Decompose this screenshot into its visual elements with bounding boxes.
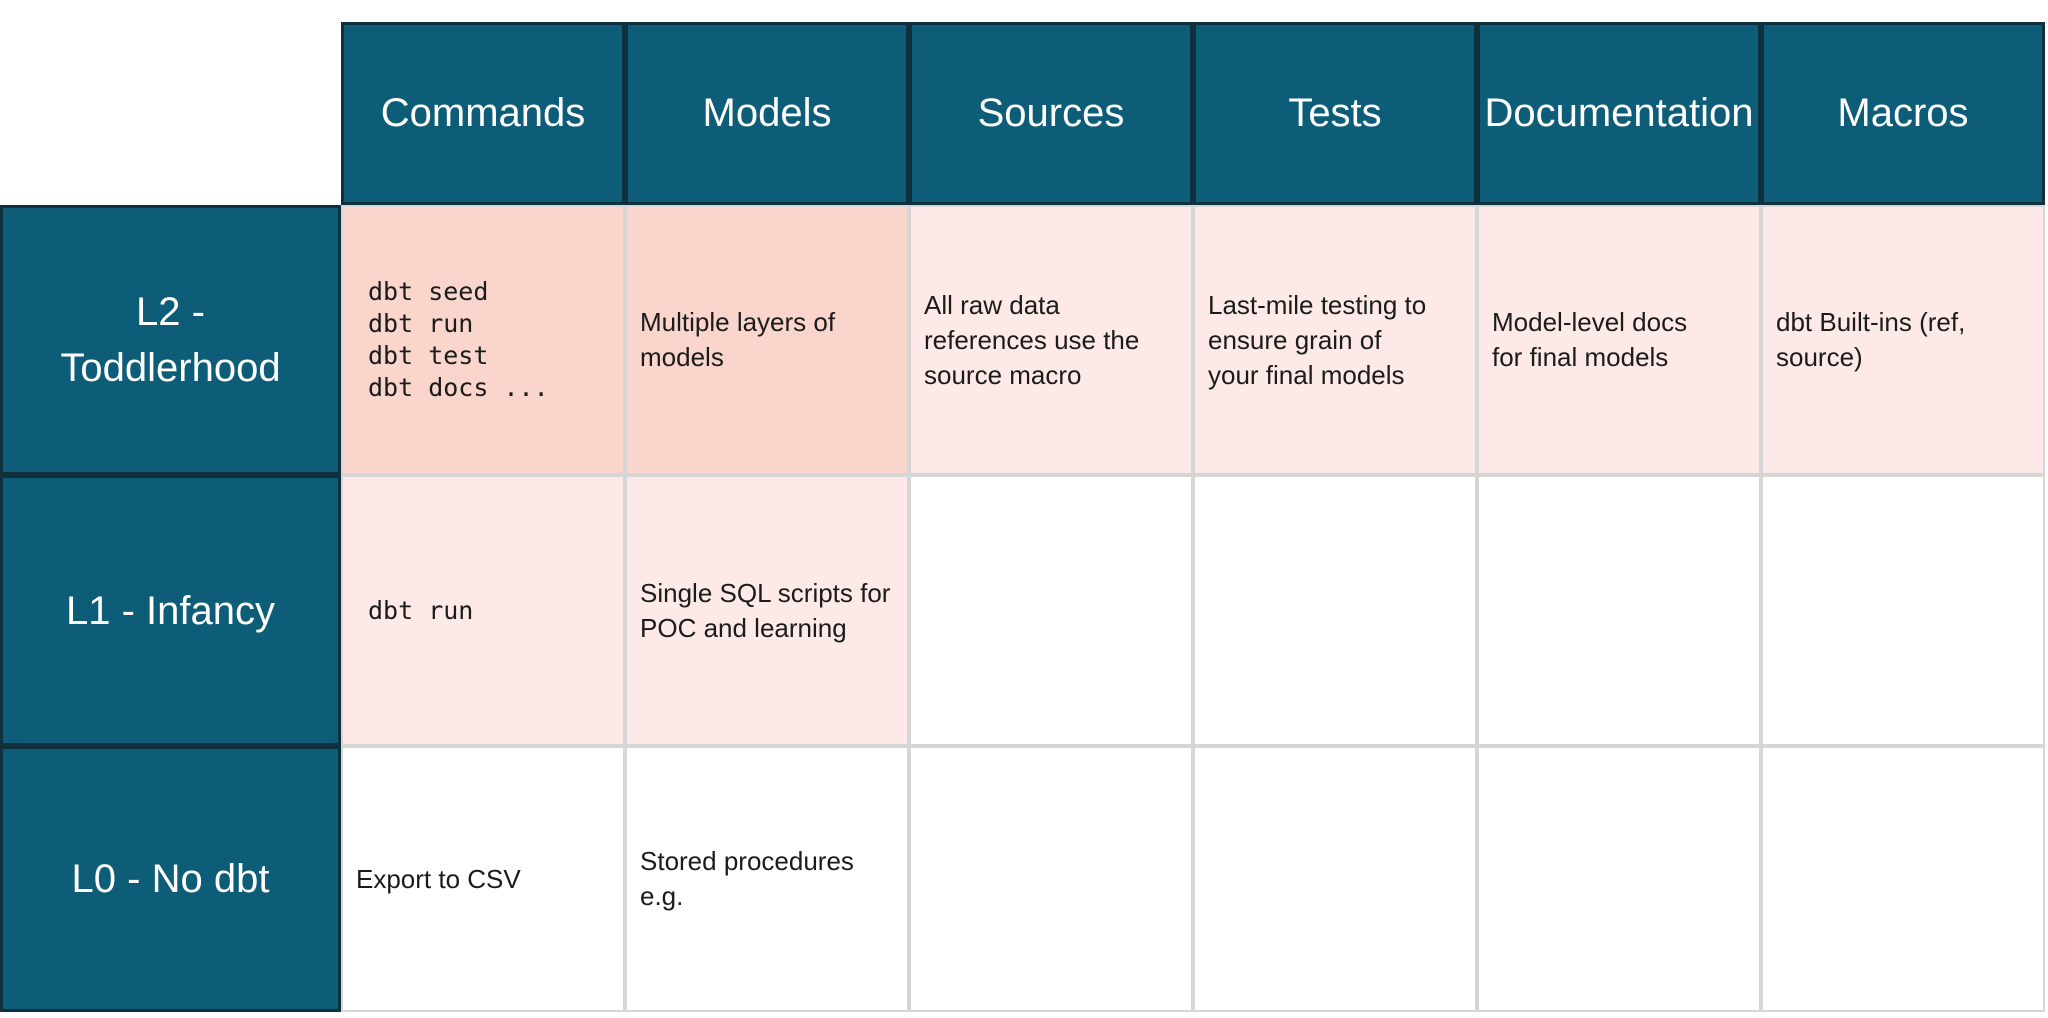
cell-l2-tests: Last-mile testing to ensure grain of you…: [1193, 205, 1477, 475]
text-line: dbt Built-ins (ref,: [1776, 307, 1966, 337]
row-header-l0: L0 - No dbt: [0, 746, 341, 1012]
row-header-line: L2 -: [136, 290, 205, 334]
command-line: dbt test: [368, 341, 489, 370]
cell-l0-models: Stored procedures e.g.: [625, 746, 909, 1012]
text-line: All raw data: [924, 289, 1060, 320]
cell-l1-commands: dbt run: [341, 475, 625, 746]
cell-l1-documentation: [1477, 475, 1761, 746]
text-line: source): [1776, 342, 1863, 372]
text-line: Single SQL scripts for: [640, 577, 891, 608]
cell-l0-documentation: [1477, 746, 1761, 1012]
cell-l1-tests: [1193, 475, 1477, 746]
column-header-commands: Commands: [341, 22, 625, 205]
text-line: your final models: [1208, 359, 1405, 390]
dbt-maturity-table: Commands Models Sources Tests Documentat…: [0, 22, 2045, 1012]
row-header-line: L1 - Infancy: [65, 588, 275, 633]
cell-l1-models: Single SQL scripts for POC and learning: [625, 475, 909, 746]
row-header-line: Toddlerhood: [60, 346, 281, 390]
column-header-sources: Sources: [909, 22, 1193, 205]
command-line: dbt run: [368, 309, 474, 338]
cell-l1-sources: [909, 475, 1193, 746]
text-line: Stored procedures: [640, 846, 854, 876]
column-header-models: Models: [625, 22, 909, 205]
column-header-macros: Macros: [1761, 22, 2045, 205]
column-header-tests: Tests: [1193, 22, 1477, 205]
cell-l0-macros: [1761, 746, 2045, 1012]
cell-l0-tests: [1193, 746, 1477, 1012]
text-line: models: [640, 342, 724, 372]
row-header-l2: L2 - Toddlerhood: [0, 205, 341, 475]
column-header-documentation: Documentation: [1477, 22, 1761, 205]
text-line: POC and learning: [640, 612, 847, 643]
text-line: ensure grain of: [1208, 324, 1382, 355]
text-line: Multiple layers of: [640, 307, 836, 337]
text-line: Model-level docs: [1492, 307, 1688, 337]
cell-l2-macros: dbt Built-ins (ref, source): [1761, 205, 2045, 475]
command-line: dbt run: [368, 595, 474, 625]
command-line: dbt seed: [368, 277, 489, 306]
cell-l1-macros: [1761, 475, 2045, 746]
cell-l0-sources: [909, 746, 1193, 1012]
text-line: Export to CSV: [356, 863, 521, 894]
text-line: for final models: [1492, 342, 1669, 372]
row-header-line: L0 - No dbt: [71, 857, 270, 901]
text-line: references use the: [924, 324, 1140, 355]
cell-l2-sources: All raw data references use the source m…: [909, 205, 1193, 475]
command-line: dbt docs ...: [368, 373, 549, 402]
corner-cell: [0, 22, 341, 205]
cell-l2-commands: dbt seed dbt run dbt test dbt docs ...: [341, 205, 625, 475]
text-line: source macro: [924, 359, 1082, 390]
row-header-l1: L1 - Infancy: [0, 475, 341, 746]
text-line: e.g.: [640, 881, 684, 911]
cell-l2-models: Multiple layers of models: [625, 205, 909, 475]
text-line: Last-mile testing to: [1208, 289, 1427, 320]
cell-l2-documentation: Model-level docs for final models: [1477, 205, 1761, 475]
cell-l0-commands: Export to CSV: [341, 746, 625, 1012]
